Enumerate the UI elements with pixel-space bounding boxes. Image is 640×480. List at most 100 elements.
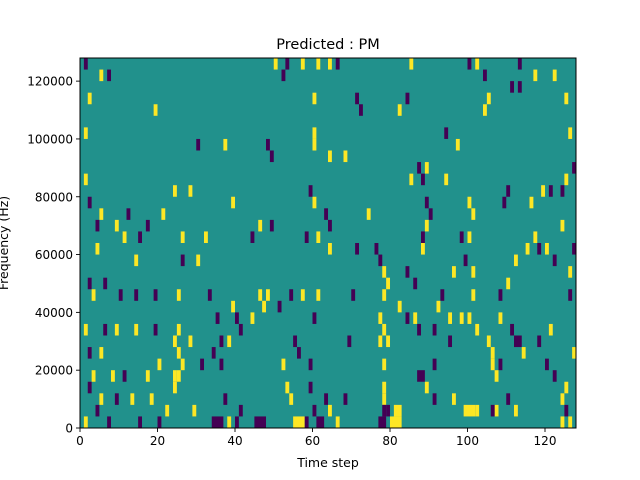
heatmap-cell bbox=[269, 150, 274, 163]
x-axis-label: Time step bbox=[296, 455, 359, 470]
heatmap-cell bbox=[103, 323, 108, 336]
heatmap-cell bbox=[494, 370, 499, 382]
heatmap-cell bbox=[529, 196, 534, 209]
heatmap-cell bbox=[366, 208, 371, 220]
heatmap-cell bbox=[227, 416, 232, 428]
heatmap-cell bbox=[486, 335, 491, 348]
heatmap-cell bbox=[83, 58, 88, 70]
heatmap-cell bbox=[436, 300, 441, 313]
heatmap-cell bbox=[328, 58, 332, 70]
heatmap-cell bbox=[173, 335, 177, 348]
heatmap-cell bbox=[238, 323, 243, 336]
heatmap-cell bbox=[277, 300, 282, 313]
heatmap-cell bbox=[99, 69, 104, 82]
heatmap-cell bbox=[432, 323, 437, 336]
heatmap-cell bbox=[250, 312, 255, 324]
heatmap-cell bbox=[413, 277, 418, 290]
heatmap-cell bbox=[153, 104, 158, 116]
heatmap-cell bbox=[328, 243, 332, 255]
heatmap-cell bbox=[204, 231, 208, 243]
heatmap-cell bbox=[176, 370, 181, 382]
heatmap-cell bbox=[312, 138, 317, 151]
heatmap-cell bbox=[335, 416, 340, 428]
heatmap-cell bbox=[149, 393, 154, 405]
x-axis: 0 20 40 60 80 100 120 bbox=[76, 428, 556, 448]
heatmap-cell bbox=[134, 254, 139, 267]
heatmap-cell bbox=[312, 196, 317, 209]
heatmap-cell bbox=[510, 81, 515, 93]
heatmap-cell bbox=[324, 393, 329, 405]
heatmap-cell bbox=[572, 347, 577, 359]
heatmap-cell bbox=[378, 312, 383, 324]
heatmap-cell bbox=[351, 289, 356, 301]
heatmap-cell bbox=[145, 370, 150, 382]
heatmap-cell bbox=[335, 58, 340, 70]
heatmap-cell bbox=[506, 185, 511, 197]
heatmap-cell bbox=[173, 370, 177, 382]
heatmap-cell bbox=[486, 92, 491, 105]
heatmap-cell bbox=[297, 347, 301, 359]
heatmap-cell bbox=[266, 138, 270, 151]
heatmap-cell bbox=[176, 289, 181, 301]
heatmap-cell bbox=[231, 300, 236, 313]
heatmap-cell bbox=[308, 381, 313, 394]
heatmap-cell bbox=[463, 404, 476, 417]
heatmap-cell bbox=[424, 381, 429, 394]
heatmap-cell bbox=[417, 370, 422, 382]
heatmap-cell bbox=[83, 323, 88, 336]
heatmap-cell bbox=[382, 358, 387, 371]
heatmap-cell bbox=[498, 289, 503, 301]
x-tick-label: 80 bbox=[382, 434, 397, 448]
heatmap-cell bbox=[219, 335, 224, 348]
heatmap-cells bbox=[83, 58, 577, 428]
plot-area bbox=[79, 57, 577, 429]
heatmap-cell bbox=[103, 277, 108, 290]
heatmap-cell bbox=[99, 208, 104, 220]
heatmap-cell bbox=[568, 127, 573, 139]
heatmap-cell bbox=[560, 219, 565, 232]
heatmap-cell bbox=[87, 381, 92, 394]
heatmap-cell bbox=[99, 347, 104, 359]
heatmap-cell bbox=[87, 196, 92, 209]
heatmap-cell bbox=[200, 358, 205, 371]
heatmap-cell bbox=[452, 393, 456, 405]
heatmap-cell bbox=[145, 219, 150, 232]
heatmap-cell bbox=[95, 243, 100, 255]
heatmap-cell bbox=[475, 404, 480, 417]
heatmap-cell bbox=[397, 104, 402, 116]
heatmap-cell bbox=[421, 370, 425, 382]
heatmap-cell bbox=[316, 289, 321, 301]
heatmap-cell bbox=[266, 289, 270, 301]
heatmap-cell bbox=[421, 231, 425, 243]
heatmap-cell bbox=[471, 208, 476, 220]
y-tick-label: 100000 bbox=[27, 132, 73, 146]
heatmap-cell bbox=[510, 323, 515, 336]
heatmap-cell bbox=[211, 416, 224, 428]
heatmap-cell bbox=[114, 393, 119, 405]
heatmap-cell bbox=[173, 381, 177, 394]
heatmap-cell bbox=[211, 347, 216, 359]
heatmap-cell bbox=[502, 196, 507, 209]
heatmap-cell bbox=[490, 347, 495, 359]
heatmap-cell bbox=[572, 162, 577, 174]
heatmap-cell bbox=[107, 69, 112, 82]
heatmap-cell bbox=[281, 69, 286, 82]
heatmap-cell bbox=[506, 277, 511, 290]
heatmap-cell bbox=[568, 266, 573, 278]
heatmap-cell bbox=[560, 185, 565, 197]
heatmap-cell bbox=[533, 69, 538, 82]
heatmap-cell bbox=[552, 370, 557, 382]
heatmap-cell bbox=[87, 277, 92, 290]
heatmap-cell bbox=[273, 58, 278, 70]
heatmap-cell bbox=[568, 416, 573, 428]
heatmap-cell bbox=[99, 393, 104, 405]
heatmap-cell bbox=[312, 92, 317, 105]
heatmap-cell bbox=[180, 358, 185, 371]
heatmap-cell bbox=[289, 393, 294, 405]
x-tick-label: 60 bbox=[305, 434, 320, 448]
heatmap-cell bbox=[545, 358, 549, 371]
heatmap-cell bbox=[382, 393, 387, 405]
heatmap-cell bbox=[467, 312, 472, 324]
heatmap-cell bbox=[533, 231, 538, 243]
heatmap-cell bbox=[238, 404, 243, 417]
